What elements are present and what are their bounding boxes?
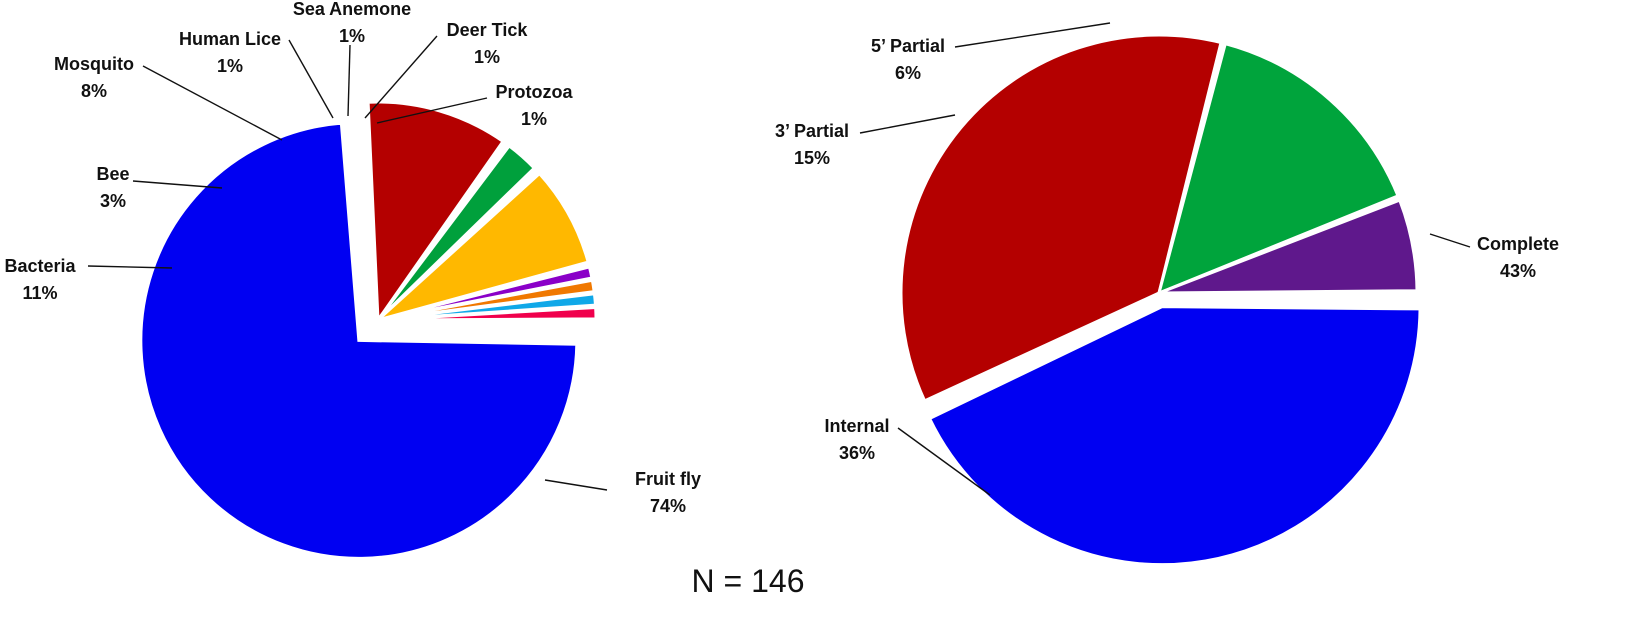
slice-label-bee: Bee <box>96 164 129 184</box>
slice-label-protozoa: Protozoa <box>495 82 573 102</box>
leader-line-5-partial <box>954 22 1111 48</box>
slice-label-internal: Internal <box>824 416 889 436</box>
slice-label-sea-anemone: Sea Anemone <box>293 0 411 19</box>
leader-line-3-partial <box>859 114 956 134</box>
leader-line-bacteria <box>87 265 173 269</box>
slice-value-fruit-fly: 74% <box>650 496 686 516</box>
slice-value-sea-anemone: 1% <box>339 26 365 46</box>
leader-line-sea-anemone <box>347 44 351 117</box>
leader-line-deer-tick <box>364 35 438 119</box>
slice-label-bacteria: Bacteria <box>4 256 76 276</box>
slice-value-internal: 36% <box>839 443 875 463</box>
pie-chart-completeness: Complete 43% Internal 36% 3’ Partial 15% 5’ Pa… <box>775 22 1559 567</box>
pie-slice-complete <box>927 305 1422 567</box>
slice-value-bee: 3% <box>100 191 126 211</box>
leader-line-fruit-fly <box>544 479 608 491</box>
slice-value-protozoa: 1% <box>521 109 547 129</box>
leader-line-complete <box>1429 233 1471 248</box>
slice-value-deer-tick: 1% <box>474 47 500 67</box>
slice-value-complete: 43% <box>1500 261 1536 281</box>
slice-label-mosquito: Mosquito <box>54 54 134 74</box>
slice-label-deer-tick: Deer Tick <box>447 20 529 40</box>
slice-label-complete: Complete <box>1477 234 1559 254</box>
pie-slice-internal <box>899 33 1223 403</box>
pie-slice-sea-anemone <box>377 278 596 322</box>
leader-line-protozoa <box>376 97 488 124</box>
pie-slice-3-partial <box>1156 41 1400 296</box>
pie-slice-human-lice <box>377 265 594 322</box>
leader-line-internal <box>897 427 991 496</box>
slice-value-3-partial: 15% <box>794 148 830 168</box>
pie-slice-fruit-fly <box>139 121 579 560</box>
sample-size-note: N = 146 <box>692 563 805 599</box>
leader-line-human-lice <box>288 39 334 119</box>
pie-slice-bee <box>376 143 537 322</box>
pie-slice-bacteria <box>366 100 506 325</box>
slice-label-3-partial: 3’ Partial <box>775 121 849 141</box>
slice-value-mosquito: 8% <box>81 81 107 101</box>
pie-slice-5-partial <box>1158 198 1419 295</box>
pie-chart-organisms: Fruit fly 74% Bacteria 11% Bee 3% Mosquito 8% Hu… <box>4 0 701 560</box>
pie-slice-deer-tick <box>377 292 598 322</box>
pie-slice-protozoa <box>377 305 598 322</box>
slice-label-fruit-fly: Fruit fly <box>635 469 701 489</box>
pie-slice-mosquito <box>376 171 591 322</box>
slice-value-human-lice: 1% <box>217 56 243 76</box>
slice-value-bacteria: 11% <box>22 283 57 303</box>
slice-label-human-lice: Human Lice <box>179 29 281 49</box>
leader-line-bee <box>132 180 223 189</box>
slice-value-5-partial: 6% <box>895 63 921 83</box>
slice-label-5-partial: 5’ Partial <box>871 36 945 56</box>
leader-line-mosquito <box>142 65 283 141</box>
